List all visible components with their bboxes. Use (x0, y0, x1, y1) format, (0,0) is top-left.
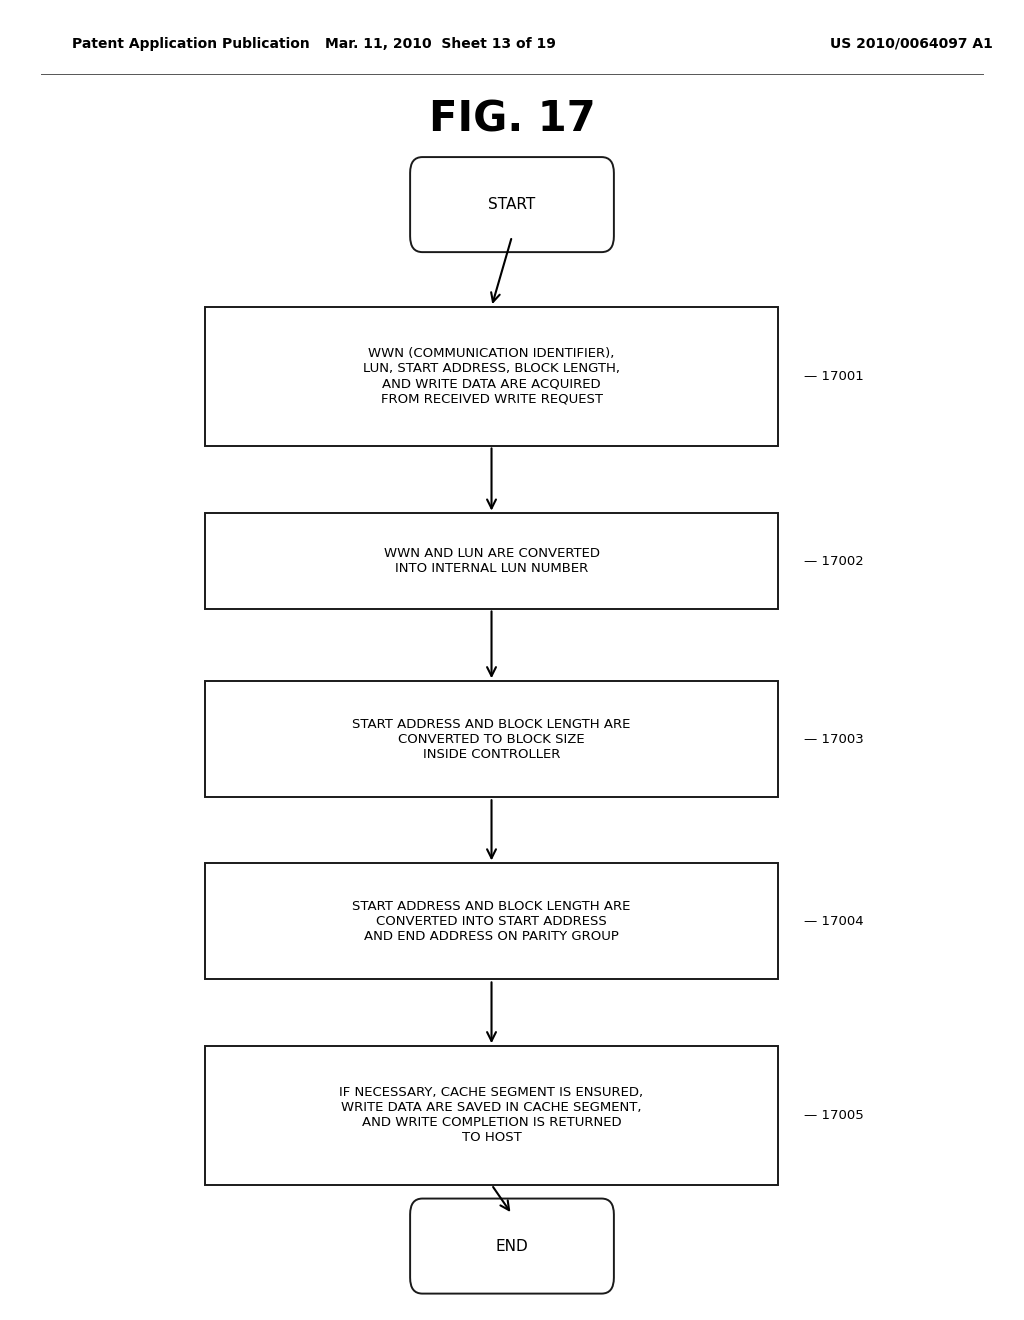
Text: START: START (488, 197, 536, 213)
Text: — 17001: — 17001 (804, 370, 863, 383)
Text: — 17003: — 17003 (804, 733, 863, 746)
FancyBboxPatch shape (205, 681, 778, 797)
FancyBboxPatch shape (410, 1199, 613, 1294)
Text: — 17004: — 17004 (804, 915, 863, 928)
Text: WWN (COMMUNICATION IDENTIFIER),
LUN, START ADDRESS, BLOCK LENGTH,
AND WRITE DATA: WWN (COMMUNICATION IDENTIFIER), LUN, STA… (364, 347, 620, 405)
Text: — 17005: — 17005 (804, 1109, 863, 1122)
FancyBboxPatch shape (205, 863, 778, 979)
Text: US 2010/0064097 A1: US 2010/0064097 A1 (830, 37, 993, 51)
Text: START ADDRESS AND BLOCK LENGTH ARE
CONVERTED TO BLOCK SIZE
INSIDE CONTROLLER: START ADDRESS AND BLOCK LENGTH ARE CONVE… (352, 718, 631, 760)
Text: START ADDRESS AND BLOCK LENGTH ARE
CONVERTED INTO START ADDRESS
AND END ADDRESS : START ADDRESS AND BLOCK LENGTH ARE CONVE… (352, 900, 631, 942)
Text: WWN AND LUN ARE CONVERTED
INTO INTERNAL LUN NUMBER: WWN AND LUN ARE CONVERTED INTO INTERNAL … (384, 546, 599, 576)
Text: Patent Application Publication: Patent Application Publication (72, 37, 309, 51)
FancyBboxPatch shape (410, 157, 613, 252)
Text: FIG. 17: FIG. 17 (429, 99, 595, 141)
Text: END: END (496, 1238, 528, 1254)
Text: — 17002: — 17002 (804, 554, 863, 568)
FancyBboxPatch shape (205, 513, 778, 609)
Text: Mar. 11, 2010  Sheet 13 of 19: Mar. 11, 2010 Sheet 13 of 19 (325, 37, 556, 51)
FancyBboxPatch shape (205, 308, 778, 446)
Text: IF NECESSARY, CACHE SEGMENT IS ENSURED,
WRITE DATA ARE SAVED IN CACHE SEGMENT,
A: IF NECESSARY, CACHE SEGMENT IS ENSURED, … (340, 1086, 643, 1144)
FancyBboxPatch shape (205, 1045, 778, 1185)
